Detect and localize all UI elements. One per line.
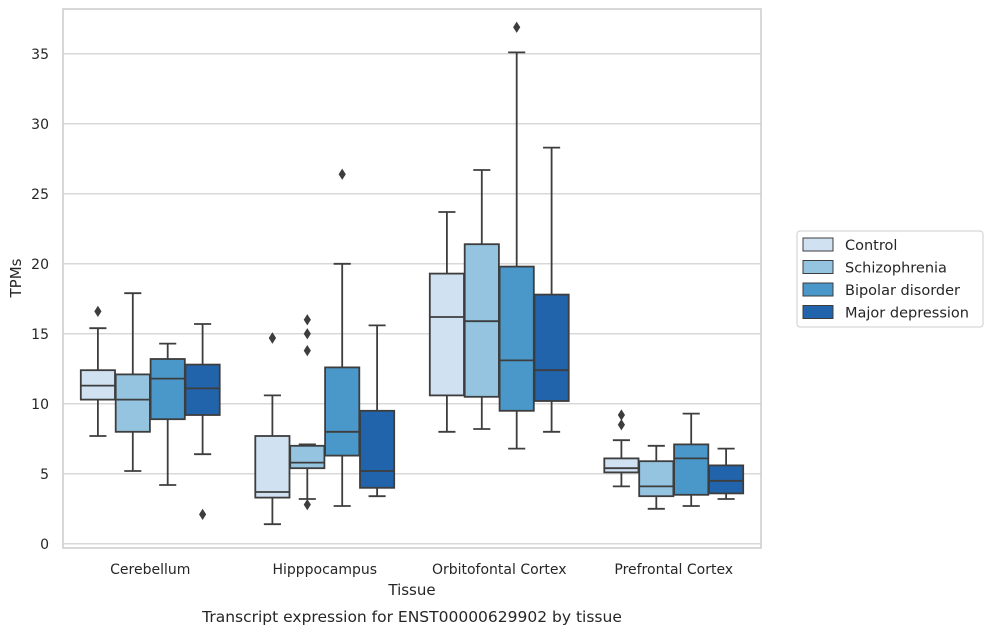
- x-tick-label: Orbitofontal Cortex: [432, 562, 567, 578]
- legend-swatch: [802, 282, 834, 297]
- outlier-point: [303, 344, 311, 357]
- legend-swatch: [802, 305, 834, 319]
- outlier-point: [303, 328, 311, 340]
- box-iqr: [289, 444, 326, 470]
- x-tick-labels: Cerebellum Hipppocampus Orbitofontal Corte…: [110, 562, 733, 578]
- plot-background: [63, 9, 761, 548]
- box-iqr: [708, 464, 745, 495]
- box-iqr: [428, 272, 465, 397]
- legend: Control Schizophrenia Bipolar disorder Majo…: [796, 230, 984, 328]
- y-tick-labels: 0 5 10 15 20 25 30 35: [31, 47, 49, 553]
- box-iqr: [149, 358, 186, 421]
- box-bipolar-disorder: [324, 168, 361, 507]
- box-schizophrenia: [289, 314, 326, 511]
- y-tick-label: 25: [31, 187, 49, 203]
- box-major-depression: [708, 447, 745, 500]
- outlier-point: [617, 419, 625, 431]
- box-iqr: [498, 265, 535, 412]
- box-iqr: [533, 293, 570, 402]
- outlier-point: [199, 508, 207, 521]
- plot-frame: [62, 8, 762, 549]
- box-control: [79, 305, 116, 437]
- box-iqr: [638, 460, 675, 498]
- x-tick-label: Cerebellum: [110, 562, 190, 578]
- legend-label: Bipolar disorder: [845, 283, 960, 299]
- x-tick-label: Hipppocampus: [272, 562, 377, 578]
- box-iqr: [359, 409, 396, 489]
- x-tick-label: Prefrontal Cortex: [614, 562, 733, 578]
- y-tick-label: 0: [40, 537, 49, 553]
- outlier-point: [94, 305, 102, 318]
- y-axis-title: TPMs: [7, 258, 25, 298]
- box-iqr: [603, 457, 640, 474]
- box-schizophrenia: [638, 444, 675, 510]
- outlier-point: [303, 314, 311, 326]
- box-major-depression: [359, 324, 396, 498]
- box-bipolar-disorder: [673, 412, 710, 507]
- y-tick-label: 20: [31, 257, 49, 273]
- outlier-point: [617, 409, 625, 421]
- outlier-point: [513, 21, 521, 33]
- legend-swatch: [802, 237, 834, 252]
- box-plots: [79, 21, 745, 526]
- box-bipolar-disorder: [149, 342, 186, 486]
- box-bipolar-disorder: [498, 21, 535, 450]
- outlier-point: [268, 332, 276, 344]
- legend-swatch: [802, 260, 834, 274]
- box-iqr: [114, 373, 151, 433]
- legend-frame: [796, 230, 984, 328]
- box-iqr: [184, 363, 221, 416]
- legend-label: Schizophrenia: [845, 261, 947, 277]
- x-axis-title: Tissue: [387, 581, 435, 599]
- outlier-point: [338, 168, 346, 180]
- y-tick-label: 30: [31, 117, 49, 133]
- box-control: [428, 211, 465, 433]
- y-tick-label: 10: [31, 397, 49, 413]
- box-iqr: [254, 435, 291, 499]
- y-tick-label: 5: [40, 467, 49, 483]
- box-major-depression: [533, 146, 570, 433]
- y-tick-label: 15: [31, 327, 49, 343]
- box-iqr: [324, 366, 361, 457]
- outlier-point: [303, 498, 311, 511]
- legend-label: Control: [845, 238, 897, 254]
- y-tick-label: 35: [31, 47, 49, 63]
- box-major-depression: [184, 323, 221, 521]
- chart-caption: Transcript expression for ENST0000062990…: [201, 608, 622, 626]
- box-iqr: [673, 443, 710, 496]
- box-schizophrenia: [463, 169, 500, 430]
- legend-label: Major depression: [845, 306, 969, 322]
- box-control: [254, 332, 291, 526]
- box-schizophrenia: [114, 292, 151, 472]
